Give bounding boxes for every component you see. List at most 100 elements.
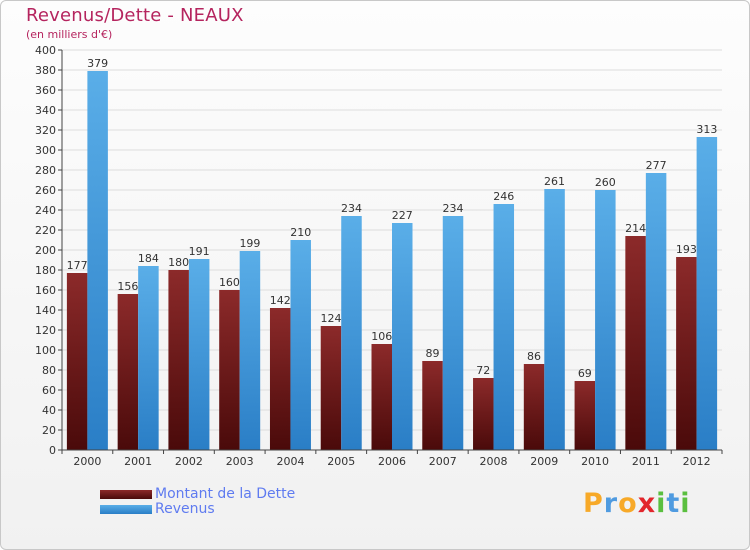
bar-dette [523,364,545,450]
y-tick-label: 200 [35,244,56,257]
value-label-dette: 214 [625,222,646,235]
x-tick-label: 2003 [226,455,254,468]
bar-dette [473,378,494,450]
legend-swatch-revenus [100,505,152,514]
bar-revenus [239,251,261,450]
y-tick-label: 180 [35,264,56,277]
value-label-revenus: 261 [544,175,565,188]
bar-revenus [544,189,565,450]
y-tick-label: 380 [35,64,56,77]
y-tick-label: 260 [35,184,56,197]
y-tick-label: 400 [35,44,56,57]
x-tick-label: 2006 [378,455,406,468]
value-label-revenus: 191 [189,245,210,258]
bar-revenus [87,71,108,450]
value-label-dette: 69 [578,367,592,380]
bar-dette [219,290,240,450]
x-tick-label: 2000 [73,455,101,468]
value-label-revenus: 260 [595,176,616,189]
logo-letter: i [680,488,691,519]
bar-dette [117,294,139,450]
bar-revenus [595,190,616,450]
logo-letter: o [618,488,638,519]
value-label-dette: 160 [219,276,240,289]
legend-label-revenus: Revenus [155,501,215,517]
chart-title: Revenus/Dette - NEAUX [26,5,244,26]
value-label-revenus: 234 [341,202,362,215]
y-tick-label: 240 [35,204,56,217]
x-tick-label: 2011 [632,455,660,468]
value-label-revenus: 246 [493,190,514,203]
bar-revenus [188,259,210,450]
value-label-dette: 142 [270,294,291,307]
value-label-revenus: 379 [87,57,108,70]
value-label-revenus: 199 [239,237,260,250]
bar-dette [422,361,443,450]
y-tick-label: 360 [35,84,56,97]
y-tick-label: 140 [35,304,56,317]
y-tick-label: 340 [35,104,56,117]
x-tick-label: 2012 [683,455,711,468]
logo-letter: P [583,488,604,519]
x-tick-label: 2004 [276,455,304,468]
value-label-revenus: 313 [696,123,717,136]
y-tick-label: 300 [35,144,56,157]
value-label-dette: 156 [117,280,138,293]
chart-subtitle: (en milliers d'€) [26,28,113,41]
x-tick-label: 2009 [530,455,558,468]
value-label-revenus: 277 [646,159,667,172]
bar-dette [168,270,189,450]
y-tick-label: 20 [42,424,56,437]
legend-swatch-dette [100,490,152,499]
proxiti-logo: Proxiti [583,488,691,519]
y-tick-label: 220 [35,224,56,237]
y-tick-label: 160 [35,284,56,297]
logo-letter: i [656,488,667,519]
bar-revenus [138,266,159,450]
value-label-dette: 86 [527,350,541,363]
value-label-dette: 124 [320,312,341,325]
bar-revenus [290,240,311,450]
bar-revenus [341,216,362,450]
x-tick-label: 2008 [480,455,508,468]
bar-dette [574,381,596,450]
value-label-revenus: 184 [138,252,159,265]
bar-dette [676,257,697,450]
value-label-dette: 72 [476,364,490,377]
bar-revenus [442,216,464,450]
bar-dette [371,344,392,450]
logo-letter: r [603,488,619,519]
value-label-dette: 106 [371,330,392,343]
x-tick-label: 2005 [327,455,355,468]
logo-letter: x [637,488,657,519]
y-tick-label: 280 [35,164,56,177]
bars [66,71,718,450]
logo-letter: t [666,488,681,519]
bar-revenus [696,137,718,450]
value-label-dette: 180 [168,256,189,269]
x-tick-label: 2002 [175,455,203,468]
bar-dette [320,326,342,450]
value-label-dette: 193 [676,243,697,256]
y-tick-label: 0 [49,444,56,457]
bar-revenus [645,173,667,450]
x-tick-label: 2001 [124,455,152,468]
x-tick-label: 2007 [429,455,457,468]
y-tick-label: 320 [35,124,56,137]
y-tick-label: 80 [42,364,56,377]
bar-revenus [493,204,515,450]
y-tick-label: 60 [42,384,56,397]
value-label-revenus: 234 [443,202,464,215]
y-tick-label: 120 [35,324,56,337]
legend-label-dette: Montant de la Dette [155,486,296,502]
bar-revenus [392,223,413,450]
bar-dette [269,308,291,450]
value-label-dette: 177 [67,259,88,272]
value-label-dette: 89 [426,347,440,360]
x-tick-label: 2010 [581,455,609,468]
bar-dette [66,273,88,450]
value-label-revenus: 227 [392,209,413,222]
